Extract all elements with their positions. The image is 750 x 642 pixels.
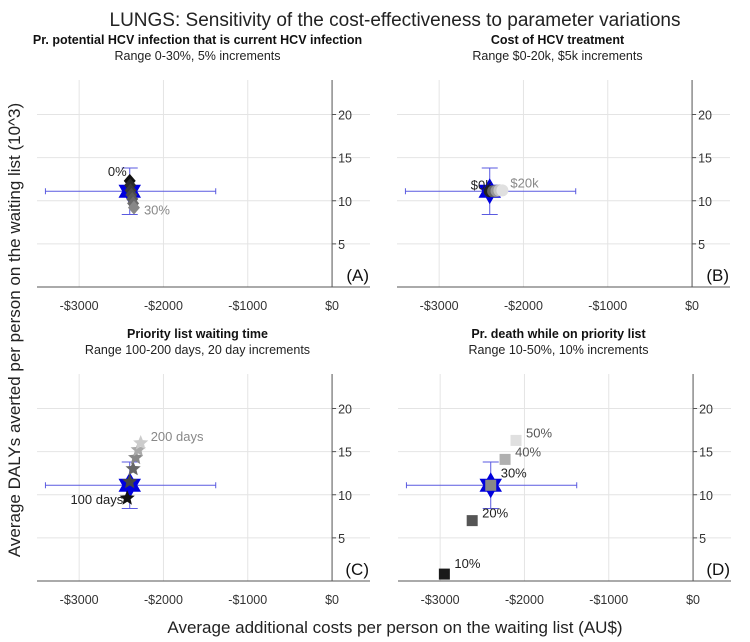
point-label: 10% — [454, 556, 480, 571]
star-point — [119, 490, 135, 505]
y-tick-label: 20 — [338, 109, 352, 123]
y-tick-label: 5 — [338, 532, 345, 546]
star-point — [133, 435, 149, 450]
panel-b: Cost of HCV treatment Range $0-20k, $5k i… — [397, 33, 730, 313]
panel-subtitle: Range $0-20k, $5k increments — [472, 49, 642, 63]
diamond-point — [127, 200, 140, 215]
panel-d: Pr. death while on priority list Range 10… — [398, 327, 731, 607]
star-point — [122, 473, 138, 489]
x-tick-label: -$2000 — [504, 299, 543, 313]
figure-title: LUNGS: Sensitivity of the cost-effective… — [110, 10, 681, 31]
y-tick-label: 10 — [698, 195, 712, 209]
point-label: 100 days — [70, 492, 123, 507]
square-point — [485, 479, 497, 491]
y-tick-label: 20 — [338, 403, 352, 417]
x-tick-label: -$2000 — [144, 299, 183, 313]
x-tick-label: -$3000 — [60, 299, 99, 313]
y-tick-label: 20 — [698, 109, 712, 123]
x-tick-label: -$2000 — [144, 593, 183, 607]
y-tick-label: 15 — [338, 446, 352, 460]
point-label: 200 days — [151, 429, 204, 444]
square-point — [438, 568, 450, 580]
x-tick-label: $0 — [325, 593, 339, 607]
y-tick-label: 15 — [699, 446, 713, 460]
point-label: 40% — [515, 444, 541, 459]
x-axis-label: Average additional costs per person on t… — [167, 618, 622, 637]
panel-letter: (A) — [346, 266, 369, 285]
panel-letter: (C) — [345, 560, 369, 579]
panel-subtitle: Range 100-200 days, 20 day increments — [85, 343, 310, 357]
panel-title: Priority list waiting time — [127, 327, 268, 341]
panel-a: Pr. potential HCV infection that is curr… — [33, 33, 370, 313]
y-axis-label: Average DALYs averted per person on the … — [5, 103, 24, 557]
x-tick-label: -$2000 — [505, 593, 544, 607]
x-tick-label: -$3000 — [60, 593, 99, 607]
x-tick-label: -$1000 — [588, 299, 627, 313]
x-tick-label: -$1000 — [228, 299, 267, 313]
point-label: 20% — [482, 506, 508, 521]
square-point — [466, 515, 478, 527]
x-tick-label: $0 — [325, 299, 339, 313]
x-tick-label: $0 — [686, 593, 700, 607]
panel-letter: (B) — [706, 266, 729, 285]
point-label: 50% — [526, 425, 552, 440]
x-tick-label: -$3000 — [420, 299, 459, 313]
star-point — [125, 460, 141, 476]
star-point — [130, 441, 146, 457]
panel-title: Pr. death while on priority list — [471, 327, 646, 341]
point-label: $20k — [510, 175, 539, 190]
panel-title: Pr. potential HCV infection that is curr… — [33, 33, 362, 47]
panel-c: Priority list waiting time Range 100-200 … — [37, 327, 370, 607]
y-tick-label: 10 — [338, 195, 352, 209]
point-label: 0% — [108, 164, 127, 179]
point-label: $0k — [471, 177, 492, 192]
panel-title: Cost of HCV treatment — [491, 33, 625, 47]
x-tick-label: -$1000 — [228, 593, 267, 607]
star-point — [128, 449, 144, 465]
panel-subtitle: Range 0-30%, 5% increments — [114, 49, 280, 63]
square-point — [510, 434, 522, 446]
x-tick-label: -$3000 — [421, 593, 460, 607]
y-tick-label: 15 — [338, 152, 352, 166]
panel-letter: (D) — [706, 560, 730, 579]
y-tick-label: 10 — [338, 489, 352, 503]
y-tick-label: 5 — [698, 238, 705, 252]
y-tick-label: 10 — [699, 489, 713, 503]
square-point — [499, 453, 511, 465]
y-tick-label: 20 — [699, 403, 713, 417]
circle-point — [496, 184, 509, 197]
panel-subtitle: Range 10-50%, 10% increments — [469, 343, 649, 357]
y-tick-label: 15 — [698, 152, 712, 166]
x-tick-label: -$1000 — [589, 593, 628, 607]
x-tick-label: $0 — [685, 299, 699, 313]
point-label: 30% — [501, 465, 527, 480]
y-tick-label: 5 — [338, 238, 345, 252]
y-tick-label: 5 — [699, 532, 706, 546]
point-label: 30% — [144, 203, 170, 218]
